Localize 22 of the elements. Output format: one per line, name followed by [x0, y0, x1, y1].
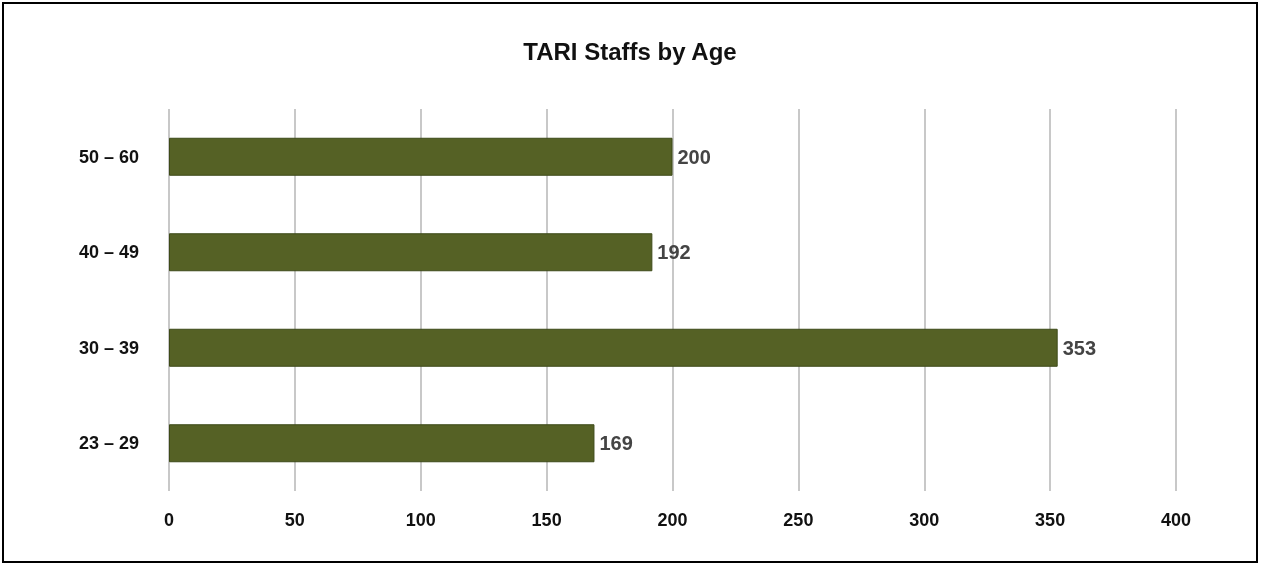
- x-tick-label: 100: [405, 510, 436, 530]
- x-tick-label: 200: [657, 510, 688, 530]
- data-label: 192: [657, 241, 691, 264]
- bar: [169, 137, 673, 176]
- data-label: 200: [677, 145, 711, 168]
- bar: [169, 328, 1058, 367]
- data-label: 169: [599, 432, 633, 455]
- chart-title: TARI Staffs by Age: [523, 37, 737, 65]
- y-tick-label: 23 – 29: [78, 433, 139, 454]
- bar: [169, 233, 653, 272]
- data-label: 353: [1062, 336, 1097, 359]
- x-tick-label: 0: [163, 510, 175, 530]
- x-tick-label: 400: [1160, 510, 1192, 530]
- x-tick-label: 250: [783, 510, 814, 530]
- x-tick-label: 350: [1035, 510, 1066, 530]
- y-tick-label: 30 – 39: [78, 337, 139, 358]
- x-tick-label: 300: [909, 510, 940, 530]
- y-tick-label: 50 – 60: [78, 146, 139, 167]
- x-tick-label: 50: [284, 510, 305, 530]
- y-tick-label: 40 – 49: [78, 242, 139, 263]
- x-tick-label: 150: [531, 510, 562, 530]
- bar: [169, 424, 595, 463]
